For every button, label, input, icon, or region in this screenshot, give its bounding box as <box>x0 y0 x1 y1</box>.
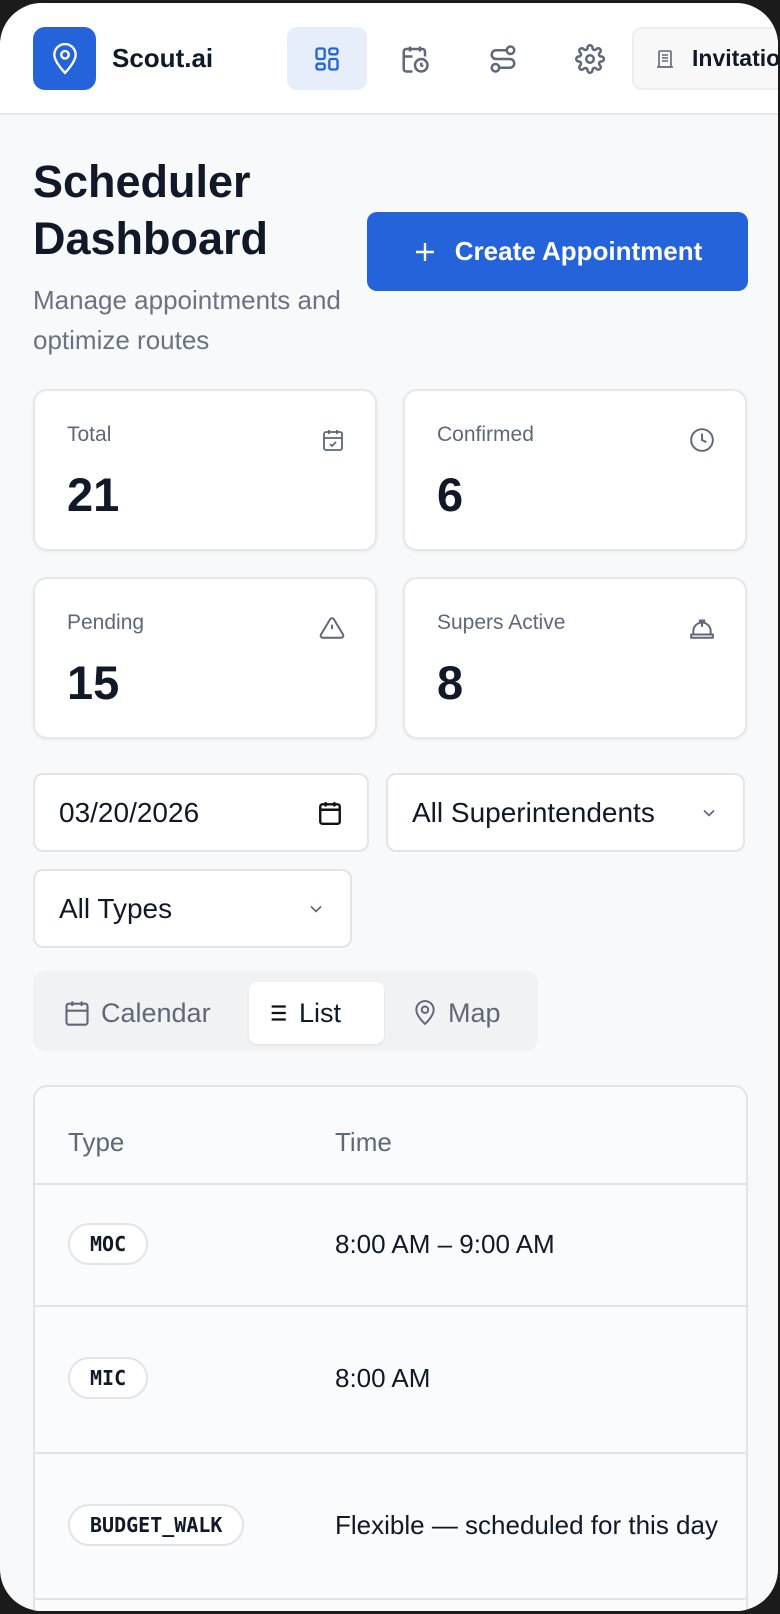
table-row[interactable]: MIC 8:00 AM <box>35 1305 746 1452</box>
stat-label: Total <box>67 423 112 446</box>
create-appointment-button[interactable]: Create Appointment <box>367 212 748 291</box>
create-appointment-label: Create Appointment <box>454 236 703 266</box>
date-value: 03/20/2026 <box>59 796 200 828</box>
page-subtitle: Manage appointments and optimize routes <box>33 285 341 355</box>
stat-value: 8 <box>437 656 464 709</box>
route-icon <box>490 44 516 73</box>
map-pin-icon <box>415 1000 435 1026</box>
type-badge: MOC <box>68 1223 149 1265</box>
warning-icon <box>319 617 345 639</box>
list-icon <box>266 1005 286 1021</box>
map-pin-icon <box>52 42 77 75</box>
tab-map[interactable]: Map <box>398 982 515 1044</box>
stat-value: 6 <box>437 468 464 521</box>
nav-routes[interactable] <box>463 27 543 90</box>
building-icon <box>657 49 673 68</box>
clock-icon <box>690 428 714 452</box>
dashboard-icon <box>315 46 339 71</box>
top-header: Scout.ai Invitations <box>0 3 778 115</box>
superintendent-select[interactable]: All Superintendents <box>386 773 745 852</box>
tab-label: List <box>299 997 342 1028</box>
time-cell: 8:00 AM <box>335 1363 431 1393</box>
superintendent-value: All Superintendents <box>412 796 655 828</box>
table-row[interactable]: MOC 8:00 AM – 9:00 AM <box>35 1183 746 1305</box>
nav-dashboard[interactable] <box>287 27 367 90</box>
stat-card-supers-active: Supers Active 8 <box>403 577 747 739</box>
invitations-button[interactable]: Invitations <box>632 27 778 90</box>
column-header-type: Type <box>68 1127 125 1157</box>
tab-calendar[interactable]: Calendar <box>49 982 225 1044</box>
stat-label: Confirmed <box>437 423 534 446</box>
calendar-clock-icon <box>402 46 429 73</box>
tab-label: Map <box>448 997 501 1028</box>
stat-value: 15 <box>67 656 120 709</box>
plus-icon <box>415 242 434 261</box>
chevron-down-icon <box>703 809 715 817</box>
stat-card-confirmed: Confirmed 6 <box>403 389 747 551</box>
stat-label: Pending <box>67 611 145 634</box>
hard-hat-icon <box>690 619 714 639</box>
brand-name: Scout.ai <box>112 43 214 73</box>
date-input[interactable]: 03/20/2026 <box>33 773 369 852</box>
nav-settings[interactable] <box>550 27 630 90</box>
app-page: Scout.ai Invitations Scheduler Dashboard… <box>0 3 778 1611</box>
type-select[interactable]: All Types <box>33 869 352 948</box>
type-badge: BUDGET_WALK <box>68 1504 245 1546</box>
stat-card-total: Total 21 <box>33 389 377 551</box>
stat-label: Supers Active <box>437 611 566 634</box>
table-row[interactable]: BUDGET_WALK Flexible — scheduled for thi… <box>35 1452 746 1598</box>
column-header-time: Time <box>335 1127 392 1157</box>
nav-calendar[interactable] <box>375 27 455 90</box>
tab-list[interactable]: List <box>249 982 384 1044</box>
invitations-label: Invitations <box>692 45 778 71</box>
gear-icon <box>575 43 605 74</box>
calendar-check-icon <box>323 430 343 451</box>
type-value: All Types <box>59 892 173 924</box>
type-badge: MIC <box>68 1357 149 1399</box>
stat-value: 21 <box>67 468 120 521</box>
page-title: Scheduler Dashboard <box>33 156 269 264</box>
calendar-icon <box>65 1001 89 1026</box>
time-cell: Flexible — scheduled for this day <box>335 1510 718 1540</box>
appointments-table: Type Time MOC 8:00 AM – 9:00 AM MIC 8:00… <box>33 1085 748 1611</box>
table-row[interactable] <box>35 1598 746 1611</box>
view-tabs: Calendar List Map <box>33 971 538 1051</box>
tab-label: Calendar <box>101 997 211 1028</box>
calendar-icon[interactable] <box>317 800 343 826</box>
logo[interactable] <box>33 27 96 90</box>
stat-card-pending: Pending 15 <box>33 577 377 739</box>
chevron-down-icon <box>310 905 322 913</box>
time-cell: 8:00 AM – 9:00 AM <box>335 1229 555 1259</box>
